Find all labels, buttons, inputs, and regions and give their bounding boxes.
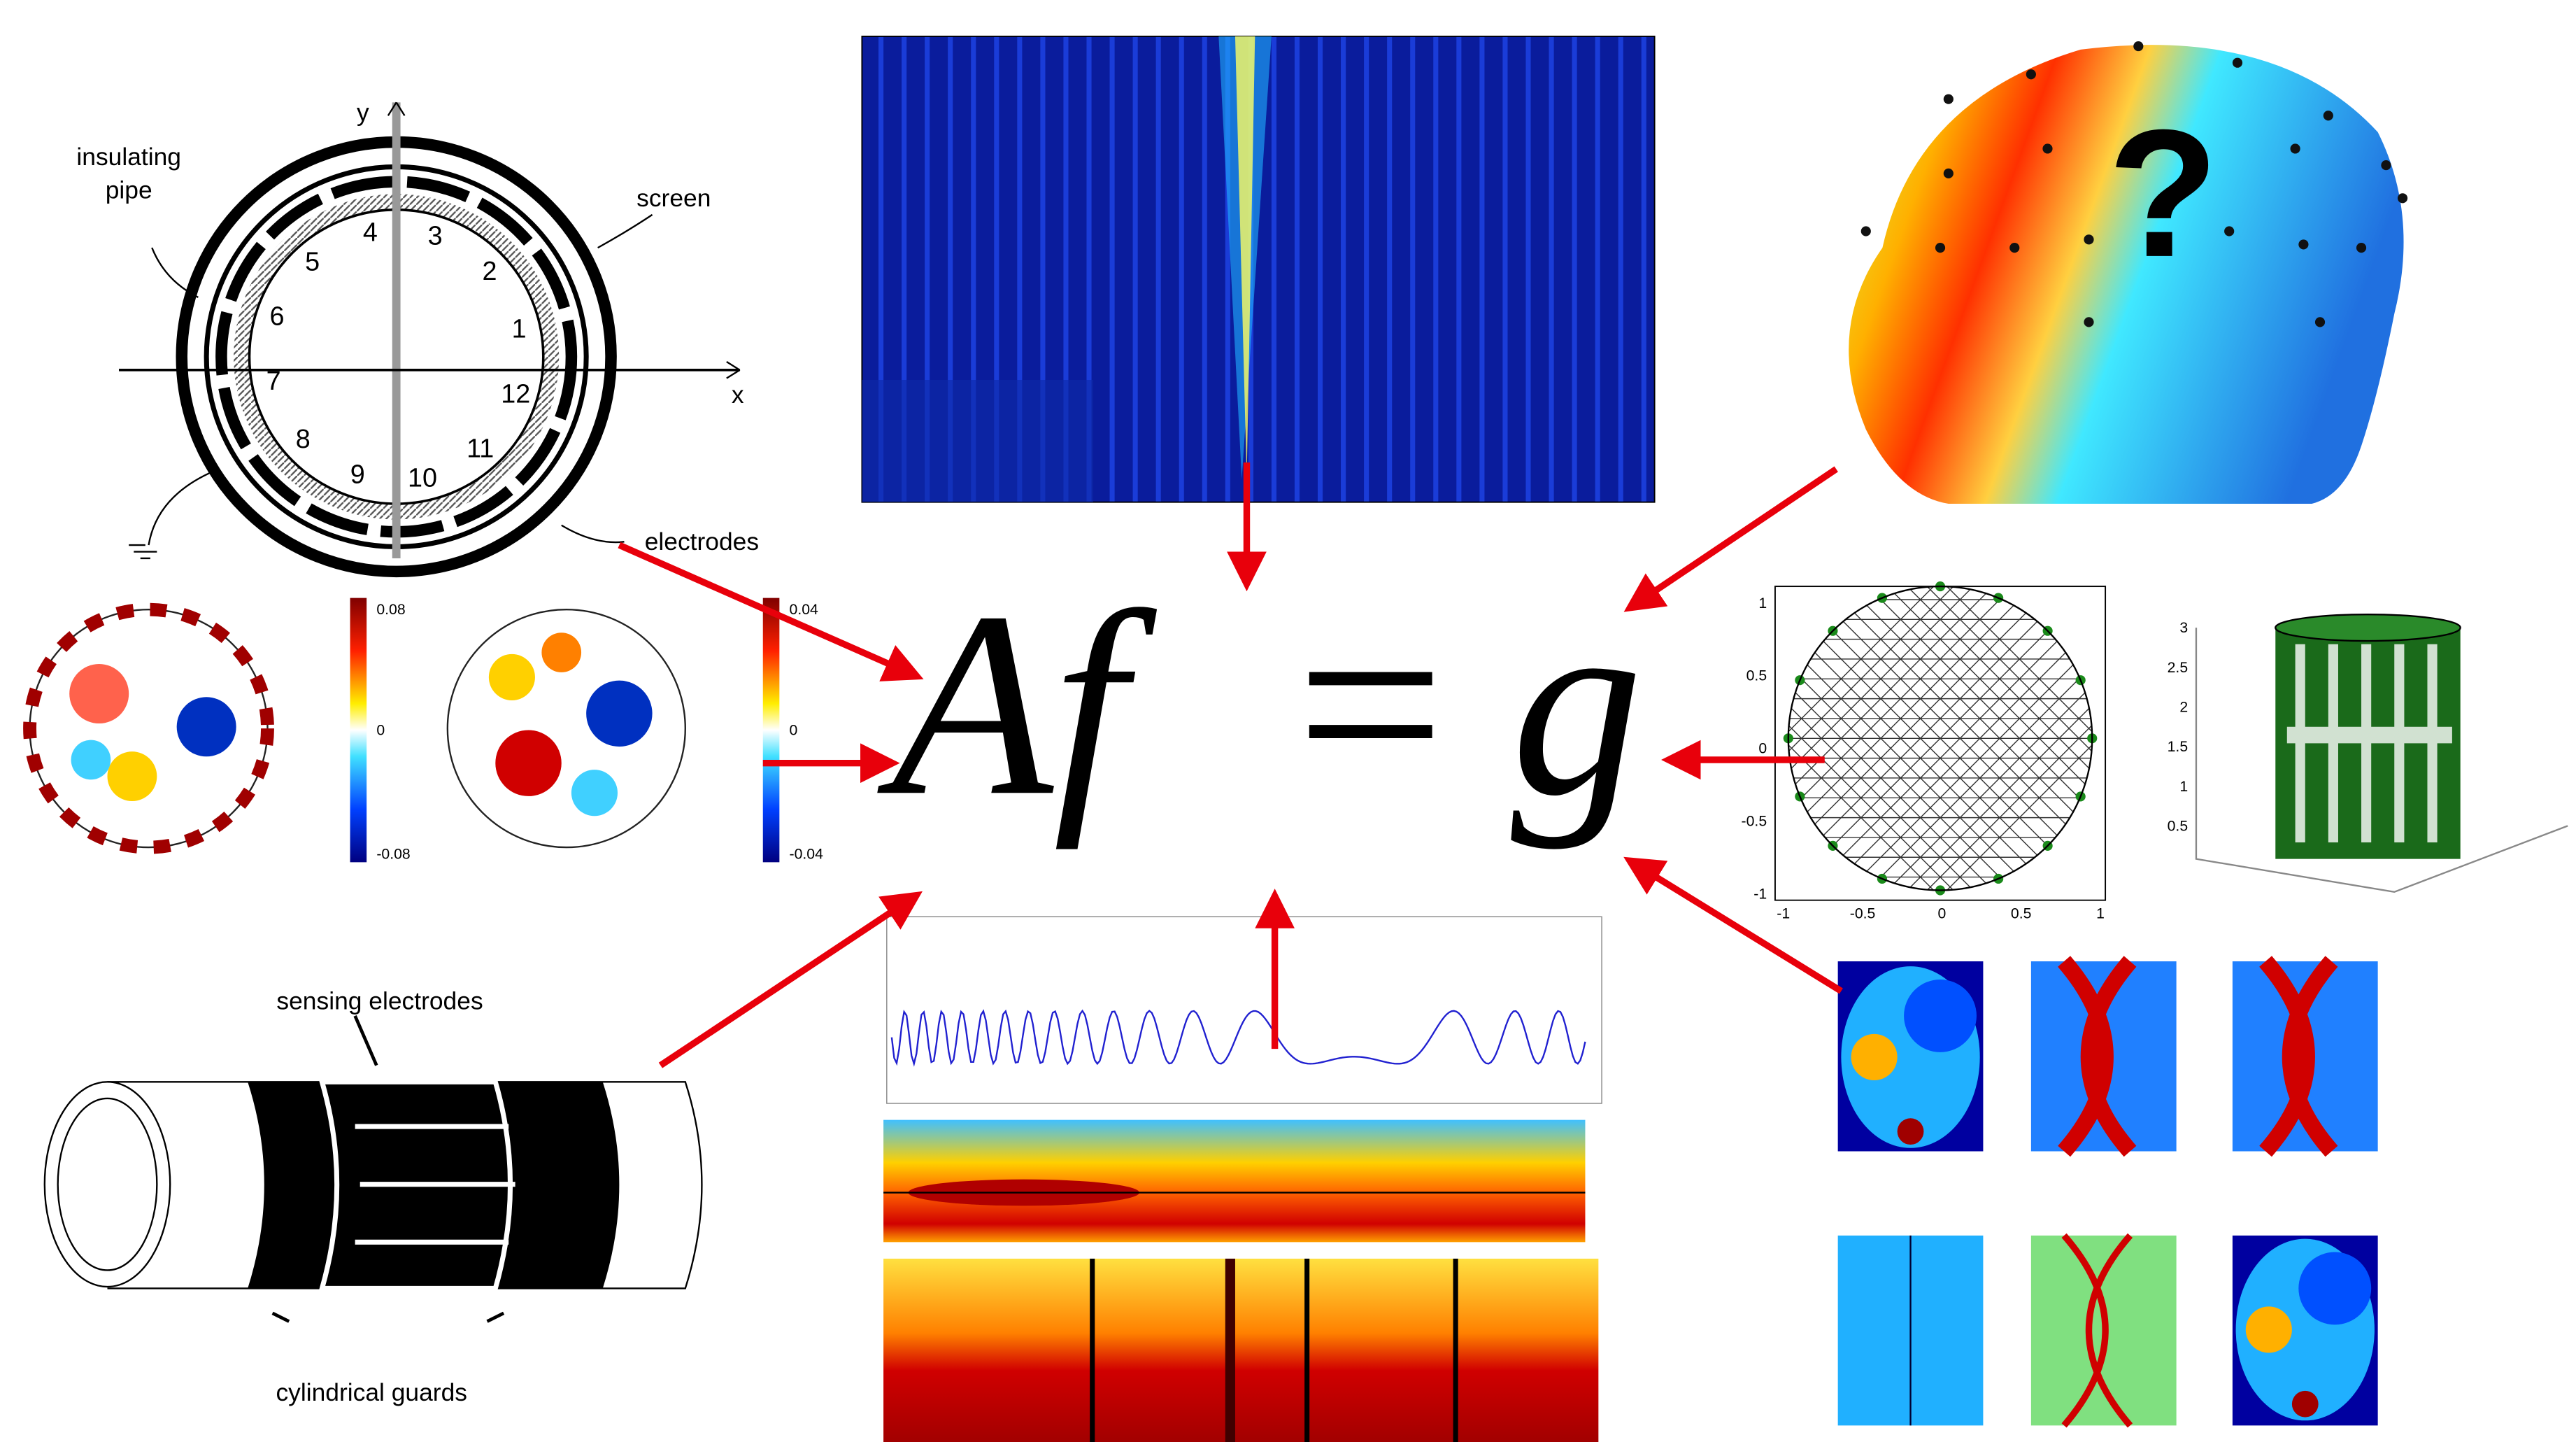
colorbar-label: -0.08	[376, 846, 410, 863]
pipe-diagram: y x insulating pipe screen electrodes 12…	[76, 98, 759, 572]
label: screen	[636, 184, 711, 212]
electrode-number: 8	[296, 425, 311, 454]
colorbar-label: 0	[376, 722, 385, 739]
equation: Af = g	[875, 557, 1643, 851]
electrode-number: 11	[467, 434, 494, 463]
y-tick-label: 1	[1758, 595, 1767, 612]
axis-x: x	[732, 381, 744, 409]
electrode-number: 4	[363, 218, 378, 247]
y-tick-label: 0	[1758, 740, 1767, 757]
wavelet-plot	[862, 36, 1654, 502]
equation-rhs: g	[1511, 557, 1643, 851]
signal-plots	[883, 917, 1602, 1442]
electrode-number: 7	[266, 367, 281, 396]
electrode-number: 5	[305, 248, 320, 277]
y-tick-label: 0.5	[1746, 667, 1767, 684]
mesh-plot: 1 0.5 0 -0.5 -1 -1 -0.5 0 0.5 1	[1630, 580, 2251, 922]
z-tick-label: 2	[2179, 699, 2188, 716]
x-tick-label: -1	[1777, 905, 1790, 922]
label: sensing electrodes	[276, 987, 483, 1015]
axis-y: y	[357, 98, 369, 126]
electrode-number: 12	[501, 379, 530, 409]
cylinder-plot: 3 2.5 2 1.5 1 0.5	[2168, 614, 2568, 892]
label: cylindrical guards	[276, 1378, 467, 1406]
colorbar-label: 0.08	[376, 601, 405, 618]
z-tick-label: 1.5	[2168, 738, 2189, 755]
label: insulating	[76, 143, 181, 171]
y-tick-label: -0.5	[1742, 812, 1767, 829]
z-tick-label: 1	[2179, 778, 2188, 795]
sensor-tube: sensing electrodes cylindrical guards	[45, 987, 702, 1406]
eit-discs: 0.08 0 -0.08 0.04 0 -0.04	[30, 598, 824, 863]
x-tick-label: -0.5	[1850, 905, 1876, 922]
x-tick-label: 0	[1937, 905, 1946, 922]
page: {"equation":{"lhs":"Af","op":"=","rhs":"…	[0, 0, 2576, 1442]
z-tick-label: 2.5	[2168, 659, 2189, 676]
head-image: ?	[1849, 41, 2407, 504]
x-tick-label: 0.5	[2011, 905, 2032, 922]
collage: y x insulating pipe screen electrodes 12…	[0, 0, 2576, 1442]
question-mark: ?	[2107, 92, 2219, 295]
electrode-number: 2	[482, 257, 497, 286]
electrode-number: 9	[350, 460, 365, 490]
equation-op: =	[1296, 557, 1445, 850]
colorbar-label: 0	[790, 722, 798, 739]
electrode-number: 1	[512, 315, 527, 344]
label: electrodes	[645, 528, 759, 556]
z-tick-label: 0.5	[2168, 817, 2189, 834]
y-tick-label: -1	[1753, 885, 1767, 902]
z-tick-label: 3	[2179, 619, 2188, 636]
colorbar-label: -0.04	[790, 846, 824, 863]
electrode-number: 6	[270, 302, 285, 331]
label: pipe	[106, 176, 152, 204]
phantom-panels	[1838, 961, 2378, 1425]
equation-lhs: Af	[875, 557, 1160, 851]
colorbar-label: 0.04	[790, 601, 819, 618]
electrode-number: 10	[408, 463, 437, 493]
x-tick-label: 1	[2096, 905, 2105, 922]
electrode-number: 3	[428, 221, 443, 250]
